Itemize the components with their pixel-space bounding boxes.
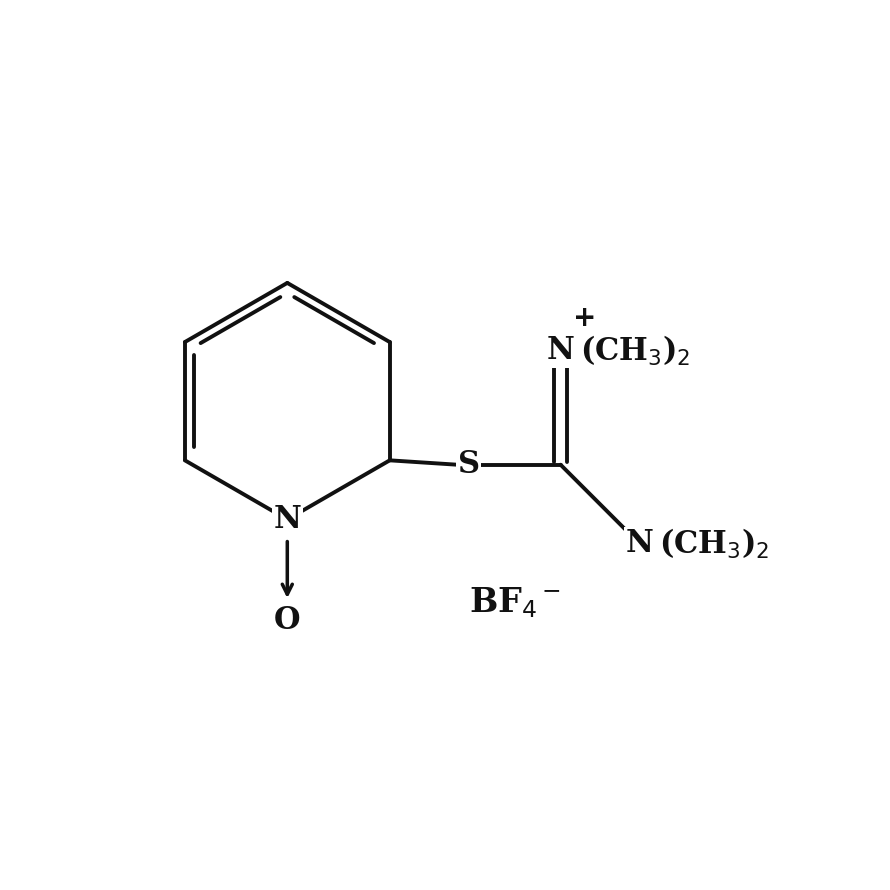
Text: +: + <box>573 303 597 332</box>
Text: S: S <box>457 449 480 481</box>
Text: N: N <box>626 528 653 559</box>
Text: BF$_4$$^-$: BF$_4$$^-$ <box>469 586 561 620</box>
Text: O: O <box>274 604 301 635</box>
Text: N: N <box>273 504 301 535</box>
Text: (CH$_3$)$_2$: (CH$_3$)$_2$ <box>659 527 769 561</box>
Text: N: N <box>546 336 575 367</box>
Text: (CH$_3$)$_2$: (CH$_3$)$_2$ <box>580 334 691 368</box>
